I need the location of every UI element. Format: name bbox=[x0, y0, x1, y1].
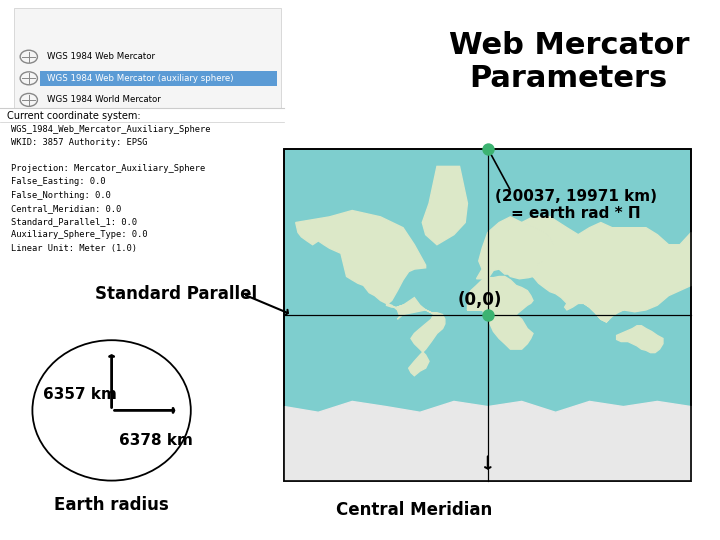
Text: Web Mercator
Parameters: Web Mercator Parameters bbox=[449, 31, 689, 93]
Text: Projection: Mercator_Auxiliary_Sphere: Projection: Mercator_Auxiliary_Sphere bbox=[11, 164, 205, 173]
Text: Linear Unit: Meter (1.0): Linear Unit: Meter (1.0) bbox=[11, 244, 137, 253]
Polygon shape bbox=[397, 303, 445, 376]
Point bbox=[482, 310, 494, 319]
Bar bbox=[0, 0, 284, 540]
Text: 6357 km: 6357 km bbox=[43, 387, 117, 402]
Text: 6378 km: 6378 km bbox=[119, 433, 193, 448]
Text: WGS_1984_Web_Mercator_Auxiliary_Sphere: WGS_1984_Web_Mercator_Auxiliary_Sphere bbox=[11, 125, 210, 133]
Text: False_Northing: 0.0: False_Northing: 0.0 bbox=[11, 191, 111, 200]
Ellipse shape bbox=[32, 340, 191, 481]
Text: False_Easting: 0.0: False_Easting: 0.0 bbox=[11, 178, 105, 186]
Text: Auxiliary_Sphere_Type: 0.0: Auxiliary_Sphere_Type: 0.0 bbox=[11, 231, 148, 239]
Text: Current coordinate system:: Current coordinate system: bbox=[7, 111, 141, 120]
Polygon shape bbox=[284, 401, 691, 481]
Polygon shape bbox=[477, 217, 554, 279]
Bar bbox=[284, 148, 691, 481]
Text: WGS 1984 Web Mercator: WGS 1984 Web Mercator bbox=[47, 52, 155, 61]
Text: (20037, 19971 km)
= earth rad * Π: (20037, 19971 km) = earth rad * Π bbox=[495, 189, 657, 221]
Text: WGS 1984 Web Mercator (auxiliary sphere): WGS 1984 Web Mercator (auxiliary sphere) bbox=[47, 75, 233, 83]
Bar bbox=[40, 71, 277, 86]
Polygon shape bbox=[522, 217, 691, 322]
Text: Standard_Parallel_1: 0.0: Standard_Parallel_1: 0.0 bbox=[11, 217, 137, 226]
Polygon shape bbox=[422, 166, 467, 245]
Polygon shape bbox=[616, 326, 663, 353]
Text: WKID: 3857 Authority: EPSG: WKID: 3857 Authority: EPSG bbox=[11, 138, 148, 147]
Bar bbox=[284, 148, 691, 481]
Text: (0,0): (0,0) bbox=[457, 291, 502, 309]
Text: Central_Meridian: 0.0: Central_Meridian: 0.0 bbox=[11, 204, 121, 213]
Text: WGS 1984 World Mercator: WGS 1984 World Mercator bbox=[47, 96, 161, 104]
Text: Earth radius: Earth radius bbox=[54, 496, 169, 514]
Point bbox=[482, 144, 494, 153]
Text: Central Meridian: Central Meridian bbox=[336, 501, 492, 519]
Polygon shape bbox=[296, 211, 426, 319]
Polygon shape bbox=[467, 276, 533, 349]
Text: Standard Parallel: Standard Parallel bbox=[95, 285, 258, 303]
Bar bbox=[14, 8, 281, 108]
